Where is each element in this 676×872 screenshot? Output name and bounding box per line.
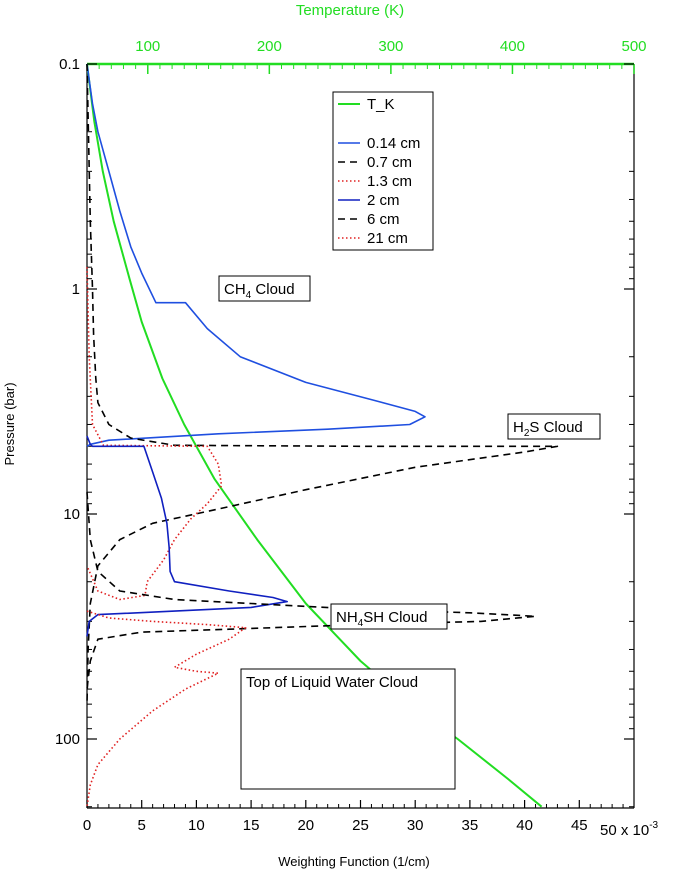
legend: T_K 0.14 cm 0.7 cm 1.3 cm 2 cm 6 cm 21 cm xyxy=(332,91,434,251)
annotation-h2s-sub: 2 xyxy=(524,428,530,439)
annotation-ch4-box xyxy=(218,275,311,302)
annotation-ch4-rest: Cloud xyxy=(251,281,294,298)
annotation-ch4-text: CH xyxy=(224,281,246,298)
x-tick-label: 30 xyxy=(407,817,424,834)
annotation-nh4sh-rest: SH Cloud xyxy=(363,609,427,626)
legend-label: 1.3 cm xyxy=(367,173,412,190)
series-line-7 xyxy=(86,610,247,807)
annotation-ch4-sub: 4 xyxy=(246,290,252,301)
x-tick-label: 0 xyxy=(83,817,91,834)
x-tick-label: 40 xyxy=(516,817,533,834)
annotation-water-box xyxy=(240,668,456,790)
x-axis-multiplier: 50 x 10-3 xyxy=(600,820,659,839)
x-tick-label: 20 xyxy=(297,817,314,834)
x-tick-label: 45 xyxy=(571,817,588,834)
svg-text:H2S Cloud: H2S Cloud xyxy=(513,419,583,439)
legend-label: 21 cm xyxy=(367,230,408,247)
x-multiplier-base: 50 x 10 xyxy=(600,822,649,839)
annotation-ch4-cloud: CH4 Cloud xyxy=(218,275,311,302)
x-tick-label: 10 xyxy=(188,817,205,834)
series-line-6 xyxy=(86,492,537,690)
annotation-nh4sh-box xyxy=(330,603,448,630)
x-tick-label: 15 xyxy=(243,817,260,834)
temperature-tick-label: 500 xyxy=(621,38,646,55)
series-line-5 xyxy=(86,435,288,637)
legend-label: 2 cm xyxy=(367,192,400,209)
y-tick-label: 1 xyxy=(72,281,80,298)
annotation-h2s-cloud: H2S Cloud xyxy=(507,413,601,440)
x-tick-label: 5 xyxy=(138,817,146,834)
legend-box xyxy=(332,91,434,251)
annotation-water-text: Top of Liquid Water Cloud xyxy=(246,674,418,691)
temperature-axis-title: Temperature (K) xyxy=(296,2,404,19)
legend-label: T_K xyxy=(367,96,395,113)
series-lines xyxy=(86,63,559,808)
legend-label: 6 cm xyxy=(367,211,400,228)
tick-marks xyxy=(86,63,635,808)
svg-text:CH4 Cloud: CH4 Cloud xyxy=(224,281,295,301)
y-tick-label: 100 xyxy=(55,731,80,748)
annotation-nh4sh-sub: 4 xyxy=(358,618,364,629)
annotation-water-cloud: Top of Liquid Water Cloud xyxy=(240,668,456,790)
annotation-nh4sh-text: NH xyxy=(336,609,358,626)
annotation-nh4sh-cloud: NH4SH Cloud xyxy=(330,603,448,630)
x-tick-label: 35 xyxy=(462,817,479,834)
legend-label: 0.14 cm xyxy=(367,135,420,152)
y-tick-label: 10 xyxy=(63,506,80,523)
svg-text:NH4SH Cloud: NH4SH Cloud xyxy=(336,609,427,629)
x-multiplier-exponent: -3 xyxy=(649,820,658,831)
y-axis-title: Pressure (bar) xyxy=(2,382,17,465)
temperature-tick-label: 100 xyxy=(135,38,160,55)
temperature-tick-label: 400 xyxy=(500,38,525,55)
y-tick-label: 0.1 xyxy=(59,56,80,73)
annotation-h2s-box xyxy=(507,413,601,440)
annotation-h2s-text: H xyxy=(513,419,524,436)
x-tick-label: 25 xyxy=(352,817,369,834)
temperature-tick-label: 200 xyxy=(257,38,282,55)
legend-label: 0.7 cm xyxy=(367,154,412,171)
x-axis-title: Weighting Function (1/cm) xyxy=(278,854,430,869)
series-line-4 xyxy=(86,267,223,601)
series-line-2 xyxy=(86,63,426,447)
temperature-tick-label: 300 xyxy=(378,38,403,55)
series-line-3 xyxy=(86,63,559,705)
annotation-h2s-rest: S Cloud xyxy=(529,419,582,436)
